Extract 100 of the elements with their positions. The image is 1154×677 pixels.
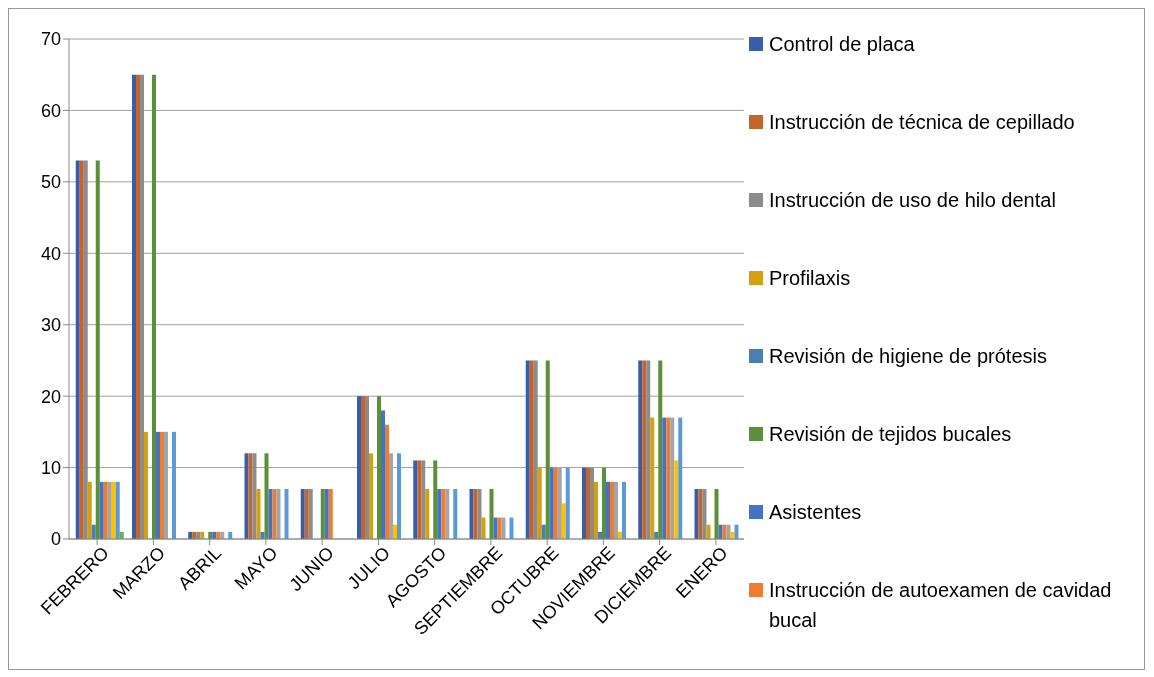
bar <box>144 431 148 539</box>
bar <box>328 489 333 539</box>
bar <box>602 467 606 539</box>
legend-label: Control de placa <box>769 32 915 57</box>
bar <box>417 460 422 539</box>
bar <box>75 160 80 539</box>
bar <box>638 360 643 539</box>
bar <box>678 417 683 539</box>
bar <box>549 467 554 539</box>
legend-label: Revisión de tejidos bucales <box>769 422 1012 447</box>
bar <box>99 481 104 539</box>
y-tick-label: 10 <box>40 457 61 478</box>
bar <box>393 524 397 539</box>
bar <box>561 503 566 539</box>
bar <box>453 489 458 539</box>
bar <box>369 453 373 539</box>
bar <box>268 489 273 539</box>
bar <box>357 396 361 539</box>
legend-label: Instrucción de uso de hilo dental <box>769 188 1056 213</box>
bar <box>172 431 176 539</box>
bar <box>441 489 446 539</box>
legend-label: Instrucción de técnica de cepillado <box>769 110 1075 135</box>
bar <box>377 396 381 539</box>
bar <box>606 481 610 539</box>
bar <box>413 460 418 539</box>
bar <box>385 424 389 539</box>
y-tick-label: 50 <box>40 172 61 193</box>
bar <box>304 489 309 539</box>
bar <box>614 481 618 539</box>
bar <box>582 467 586 539</box>
bar <box>397 453 401 539</box>
bar <box>642 360 647 539</box>
bar <box>537 467 542 539</box>
bar <box>565 467 570 539</box>
bar <box>541 524 546 539</box>
bar <box>501 517 506 539</box>
bar <box>734 524 739 539</box>
y-tick-label: 70 <box>40 29 61 50</box>
bar <box>610 481 614 539</box>
bar <box>425 489 430 539</box>
bar <box>525 360 530 539</box>
bar <box>694 489 699 539</box>
bar <box>361 396 365 539</box>
bar <box>469 489 474 539</box>
bar <box>497 517 502 539</box>
y-tick-label: 0 <box>50 529 61 550</box>
bar <box>437 489 442 539</box>
legend-label: Profilaxis <box>769 266 851 291</box>
bar <box>248 453 253 539</box>
bar <box>658 360 663 539</box>
bar <box>324 489 329 539</box>
bar <box>445 489 450 539</box>
bar <box>276 489 281 539</box>
bar <box>666 417 671 539</box>
bar <box>264 453 269 539</box>
bar <box>722 524 727 539</box>
bar <box>529 360 534 539</box>
bar <box>473 489 478 539</box>
bar <box>698 489 703 539</box>
bar <box>132 74 136 539</box>
bar <box>489 489 494 539</box>
bar <box>481 517 486 539</box>
bar <box>670 417 675 539</box>
bar <box>156 431 160 539</box>
bar <box>244 453 249 539</box>
legend-label: Revisión de higiene de prótesis <box>769 344 1047 369</box>
bar <box>726 524 731 539</box>
bar <box>553 467 558 539</box>
bar <box>320 489 325 539</box>
bar <box>662 417 667 539</box>
bar <box>95 160 100 539</box>
bar <box>433 460 438 539</box>
bar <box>152 74 156 539</box>
bar <box>706 524 711 539</box>
bar <box>136 74 140 539</box>
bar <box>300 489 305 539</box>
bar <box>622 481 626 539</box>
legend-label: Asistentes <box>769 500 862 525</box>
bar <box>718 524 723 539</box>
bar <box>586 467 590 539</box>
bar <box>160 431 164 539</box>
y-tick-label: 30 <box>40 315 61 336</box>
y-tick-label: 60 <box>40 100 61 121</box>
bar <box>107 481 112 539</box>
bar <box>79 160 84 539</box>
bar <box>674 460 679 539</box>
bar <box>509 517 514 539</box>
bar <box>256 489 261 539</box>
bar <box>103 481 108 539</box>
bar <box>714 489 719 539</box>
bar <box>115 481 120 539</box>
bar <box>111 481 116 539</box>
bar <box>272 489 277 539</box>
y-tick-label: 20 <box>40 386 61 407</box>
bar <box>650 417 655 539</box>
bar <box>493 517 498 539</box>
bar <box>381 410 385 539</box>
y-tick-label: 40 <box>40 243 61 264</box>
bar <box>87 481 92 539</box>
legend-label: Instrucción de autoexamen de cavidad bucal <box>769 578 1113 633</box>
